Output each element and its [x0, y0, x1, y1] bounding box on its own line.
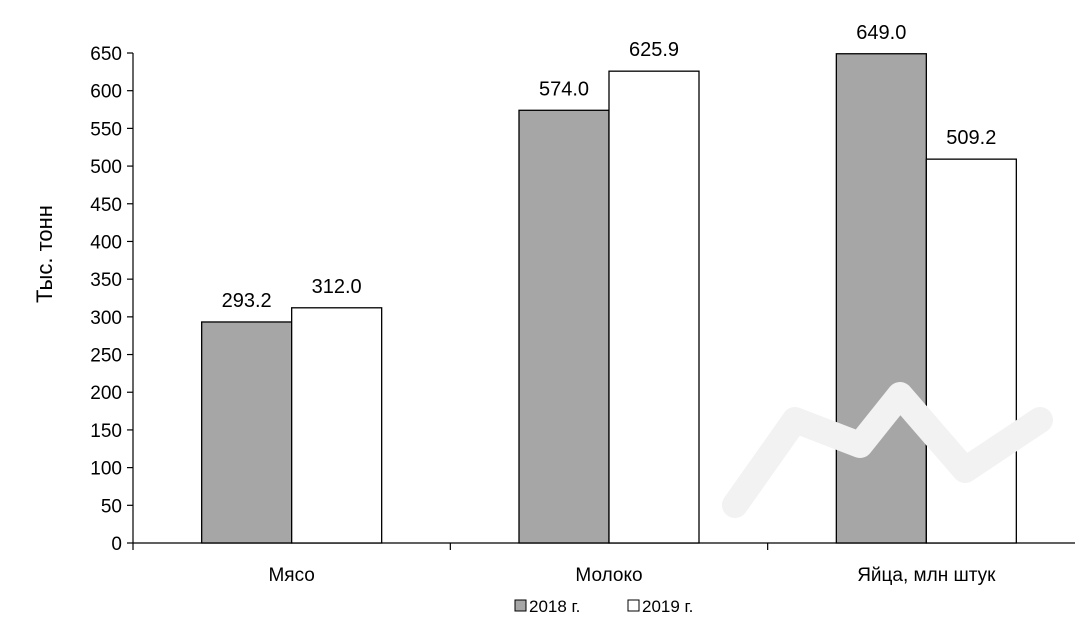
legend-swatch: [515, 600, 526, 611]
y-tick-label: 600: [90, 82, 122, 103]
y-tick-label: 500: [90, 157, 122, 178]
y-tick-label: 450: [90, 195, 122, 216]
y-tick-label: 100: [90, 459, 122, 480]
category-label: Молоко: [575, 565, 642, 586]
legend-swatch: [628, 600, 639, 611]
y-tick-label: 150: [90, 421, 122, 442]
y-tick-label: 350: [90, 270, 122, 291]
category-label: Мясо: [268, 565, 314, 586]
y-tick-label: 50: [101, 496, 122, 517]
y-tick-label: 0: [111, 534, 122, 555]
data-label: 574.0: [539, 78, 589, 100]
legend: 2018 г. 2019 г.: [515, 597, 693, 616]
bar: [519, 110, 609, 543]
bars: [202, 54, 1017, 543]
y-axis: 0 50 100 150 200 250 300 350 400 450 500 550 600 650: [90, 44, 133, 555]
y-tick-label: 200: [90, 383, 122, 404]
y-tick-label: 400: [90, 232, 122, 253]
data-label: 312.0: [312, 276, 362, 298]
y-tick-label: 250: [90, 346, 122, 367]
legend-label: 2018 г.: [529, 597, 580, 616]
y-tick-label: 300: [90, 308, 122, 329]
bar: [202, 322, 292, 543]
category-label: Яйца, млн штук: [857, 565, 996, 586]
y-tick-label: 550: [90, 119, 122, 140]
data-label: 293.2: [222, 290, 272, 312]
data-label: 509.2: [946, 127, 996, 149]
y-axis-title: Тыс. тонн: [32, 205, 57, 303]
legend-label: 2019 г.: [642, 597, 693, 616]
y-tick-label: 650: [90, 44, 122, 65]
bar: [609, 71, 699, 543]
x-axis: Мясо Молоко Яйца, млн штук: [133, 543, 1075, 586]
bar: [292, 308, 382, 543]
data-label: 625.9: [629, 39, 679, 61]
bar: [926, 159, 1016, 543]
bar: [836, 54, 926, 543]
data-label: 649.0: [856, 22, 906, 44]
